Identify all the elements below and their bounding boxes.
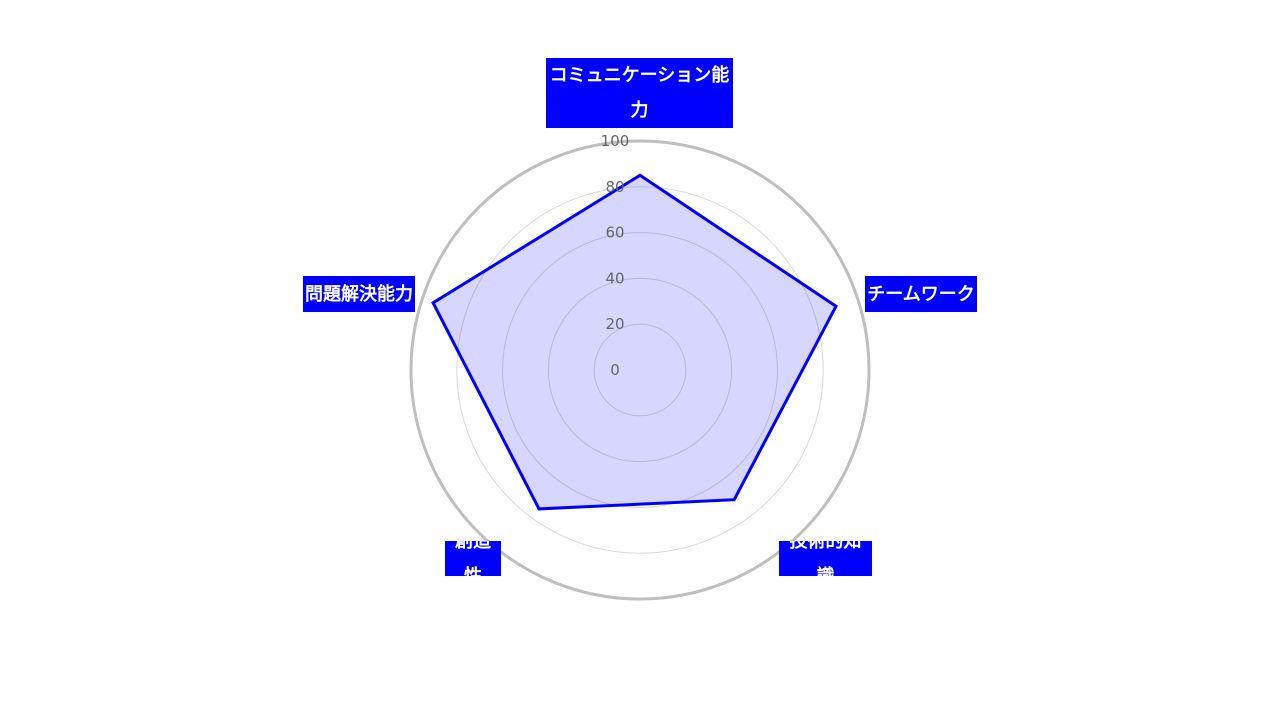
radial-tick-label: 0 bbox=[610, 361, 620, 379]
radar-grid-ring-80 bbox=[456, 186, 824, 554]
radar-grid-ring-20 bbox=[593, 323, 687, 417]
axis-label-0: コミュニケーション能力 bbox=[546, 58, 733, 128]
axis-label-3: 創造性 bbox=[445, 541, 501, 576]
radial-tick-label: 100 bbox=[601, 132, 630, 150]
radial-tick-label: 40 bbox=[605, 269, 624, 287]
radial-tick-label: 20 bbox=[605, 315, 624, 333]
radar-grid-ring-40 bbox=[547, 277, 733, 463]
axis-label-4: 問題解決能力 bbox=[303, 276, 415, 312]
radar-outer-ring bbox=[409, 139, 871, 601]
radar-grid-ring-60 bbox=[502, 232, 778, 508]
radial-tick-label: 60 bbox=[605, 224, 624, 242]
axis-label-1: チームワーク bbox=[865, 276, 977, 312]
axis-label-2: 技術的知識 bbox=[779, 541, 872, 576]
radial-tick-label: 80 bbox=[605, 178, 624, 196]
radar-series-area-0 bbox=[431, 173, 838, 511]
